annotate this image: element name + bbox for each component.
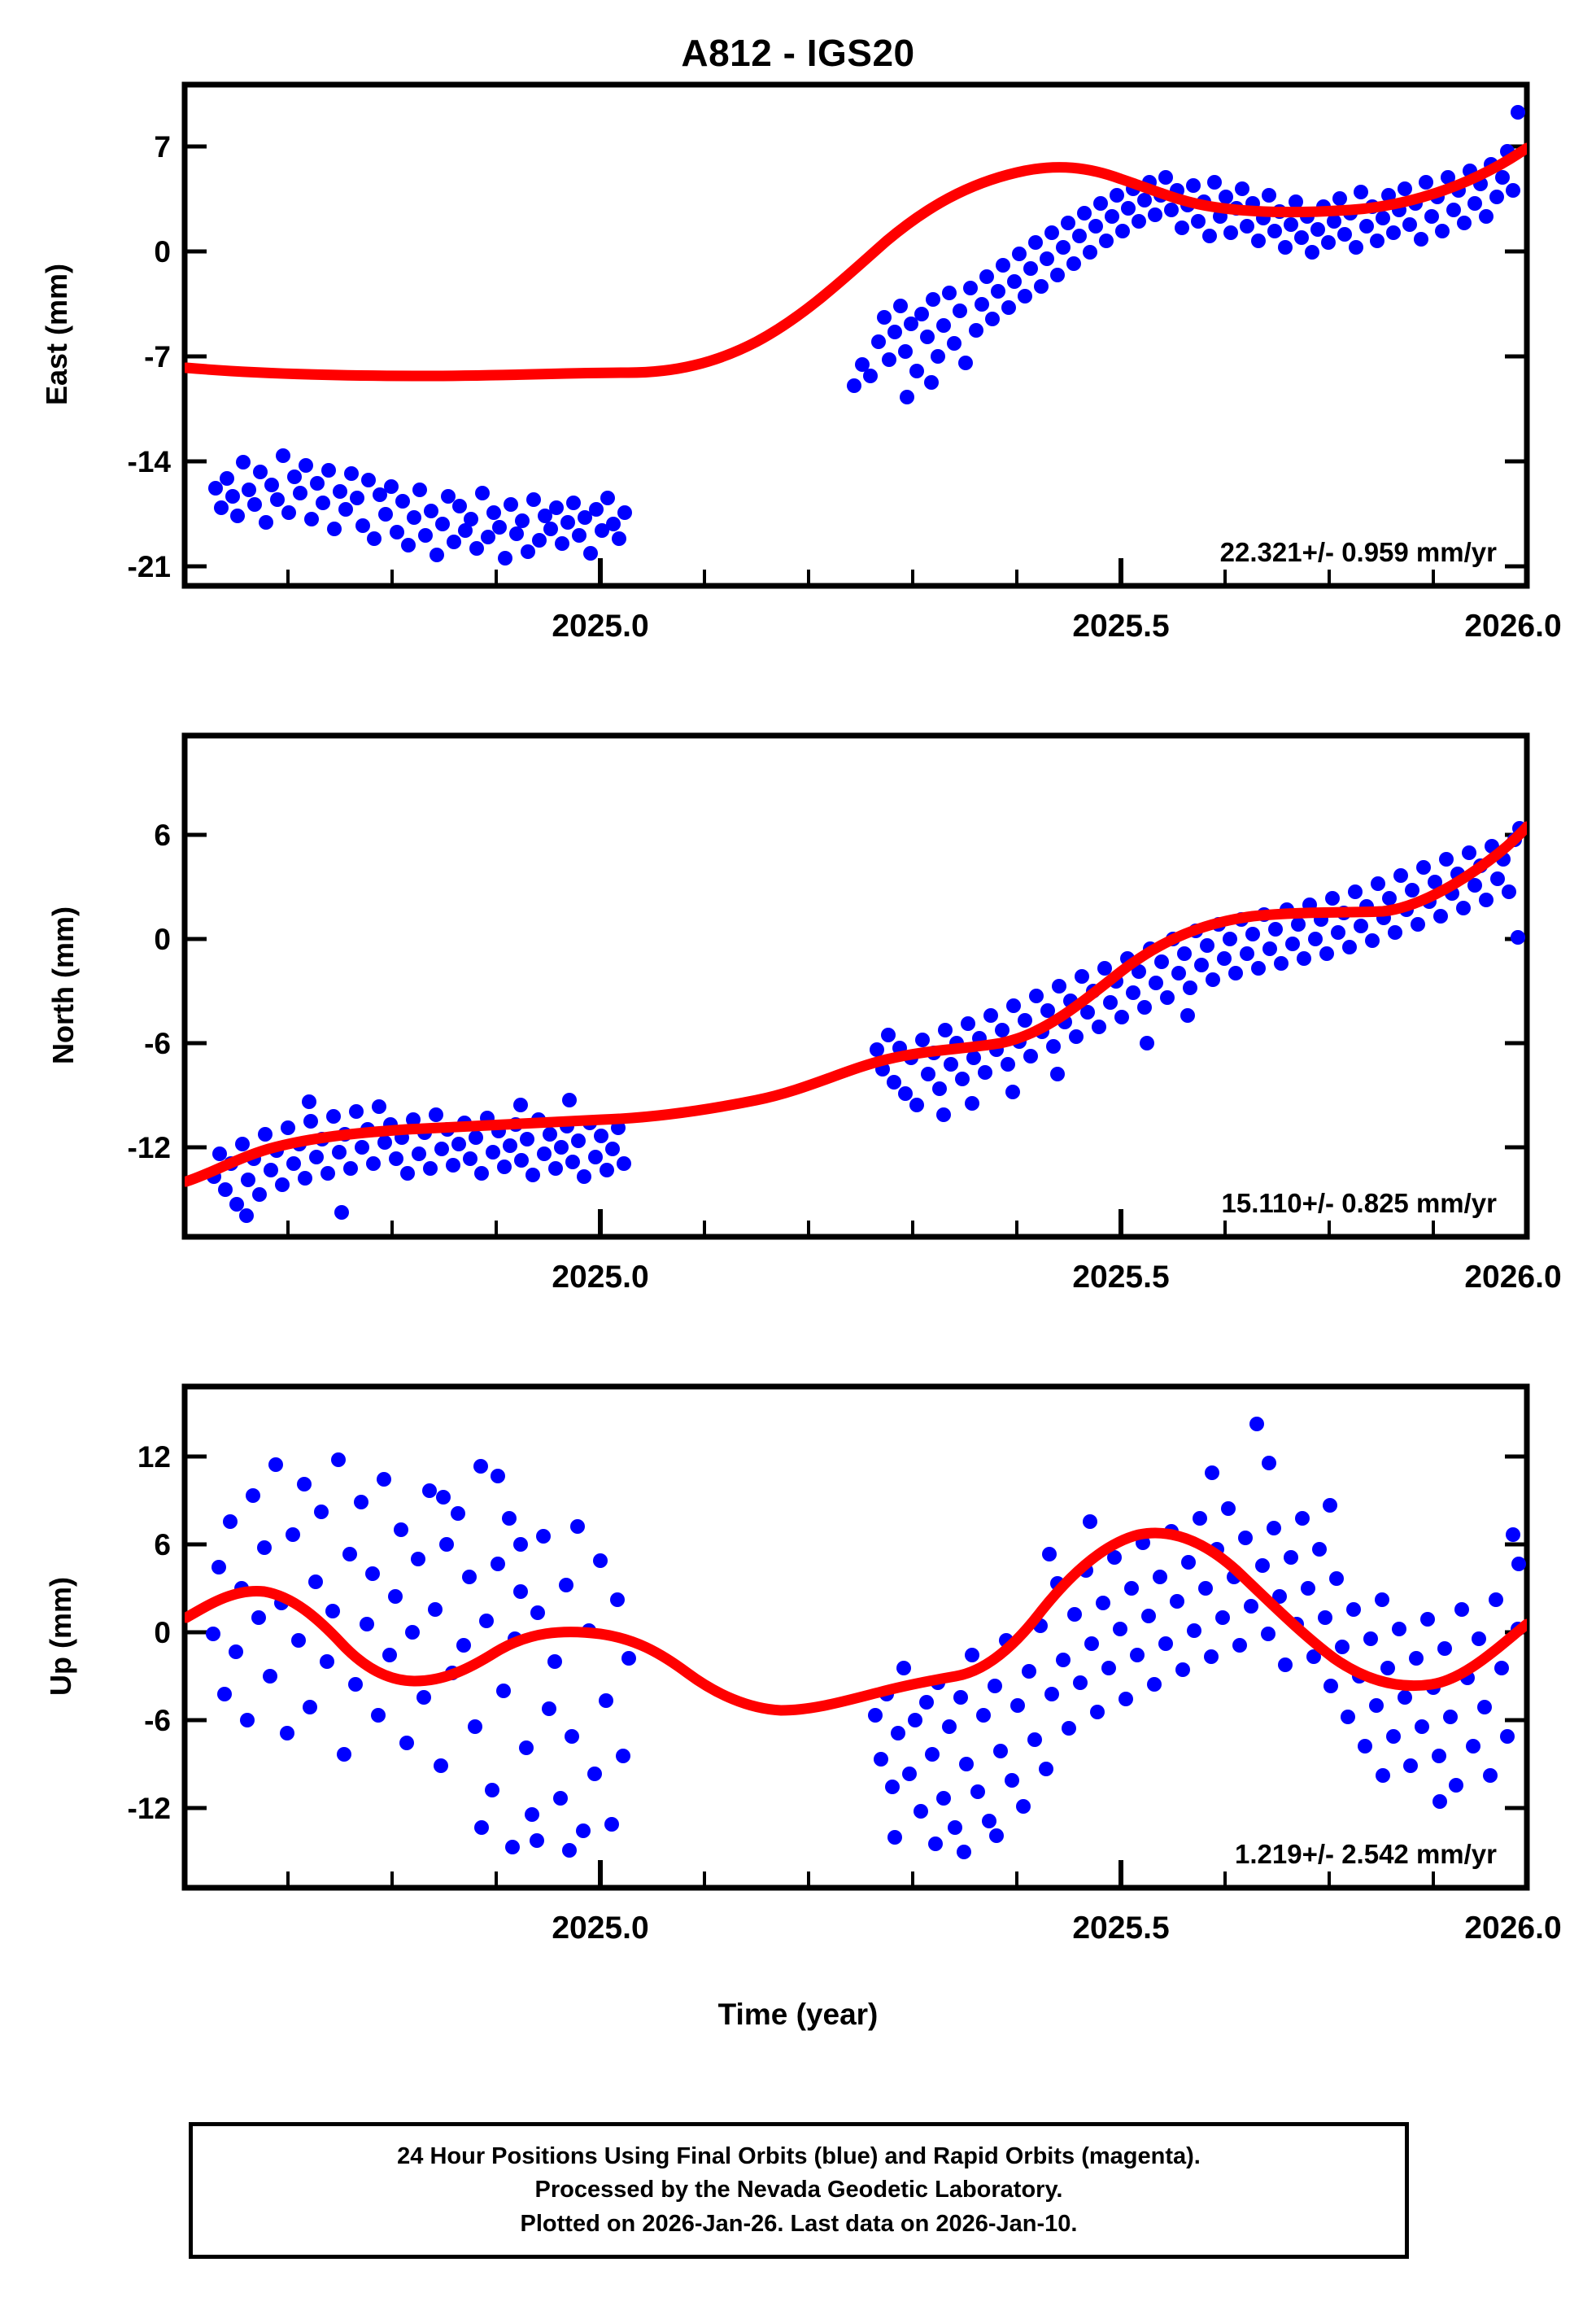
y-tick-label: -14 [128,445,172,478]
y-tick-labels: 12 6 0 -6 -12 [128,1440,171,1825]
footer-line-dates: Plotted on 2026-Jan-26. Last data on 202… [520,2210,1078,2237]
panel-east: 7 0 -7 -14 -21 [0,73,1596,675]
plot-frame [181,732,1530,1240]
y-tick-label: 6 [154,819,171,852]
x-tick-labels: 2025.0 2025.5 2026.0 [552,1911,1561,1946]
page-title: A812 - IGS20 [681,32,915,74]
fit-line-east [185,142,1527,382]
panel-north-svg: 6 0 -6 -12 [0,724,1596,1326]
x-tick-label: 2025.5 [1072,609,1169,644]
x-tick-label: 2025.0 [552,609,648,644]
data-points-up [206,1417,1526,1859]
y-tick-label: -6 [144,1027,171,1060]
x-tick-label: 2026.0 [1464,1260,1561,1295]
fit-line-up [185,1527,1527,1716]
rate-annotation: 1.219+/- 2.542 mm/yr [1235,1839,1497,1869]
y-tick-label: 12 [137,1440,171,1474]
x-tick-label: 2026.0 [1464,1911,1561,1946]
x-minor-tick-marks [286,570,1435,586]
y-tick-label: 7 [154,130,171,164]
footer-line-processor: Processed by the Nevada Geodetic Laborat… [534,2177,1063,2203]
x-tick-label: 2025.0 [552,1911,648,1946]
y-tick-label: -12 [128,1131,171,1164]
y-axis-label-north: North (mm) [46,906,80,1064]
x-tick-label: 2025.0 [552,1260,648,1295]
data-layer [185,821,1527,1223]
plot-frame [181,81,1530,589]
y-tick-labels: 7 0 -7 -14 -21 [128,130,172,583]
x-minor-tick-marks [286,1221,1435,1237]
x-major-tick-marks [598,1209,1529,1237]
y-tick-label: -6 [144,1704,171,1737]
panel-east-svg: 7 0 -7 -14 -21 [0,73,1596,675]
x-tick-label: 2025.5 [1072,1260,1169,1295]
panel-up: 12 6 0 -6 -12 [0,1375,1596,1977]
y-tick-label: 0 [154,923,171,956]
y-axis-label-up: Up (mm) [44,1577,77,1696]
fit-line-north [185,821,1527,1187]
data-layer [185,105,1527,566]
y-tick-label: -21 [128,550,171,583]
y-tick-labels: 6 0 -6 -12 [128,819,171,1164]
x-major-tick-marks [598,558,1529,586]
data-points-east [208,105,1525,566]
footer-legend-box: 24 Hour Positions Using Final Orbits (bl… [189,2122,1409,2259]
y-tick-label: 0 [154,1616,171,1649]
x-axis-label: Time (year) [717,1998,879,2031]
y-tick-label: -12 [128,1792,171,1825]
x-tick-labels: 2025.0 2025.5 2026.0 [552,609,1561,644]
x-minor-tick-marks [286,1871,1435,1888]
data-layer [185,1417,1527,1859]
plot-frame [181,1383,1530,1891]
y-tick-label: -7 [144,340,171,373]
rate-annotation: 15.110+/- 0.825 mm/yr [1221,1188,1497,1218]
rate-annotation: 22.321+/- 0.959 mm/yr [1220,537,1497,567]
y-tick-label: 0 [154,235,171,269]
x-tick-labels: 2025.0 2025.5 2026.0 [552,1260,1561,1295]
panel-north: 6 0 -6 -12 [0,724,1596,1326]
y-tick-marks [185,1454,1527,1810]
x-major-tick-marks [598,1860,1529,1888]
y-tick-label: 6 [154,1528,171,1561]
x-tick-label: 2025.5 [1072,1911,1169,1946]
panel-up-svg: 12 6 0 -6 -12 [0,1375,1596,1977]
y-axis-label-east: East (mm) [40,263,73,406]
x-tick-label: 2026.0 [1464,609,1561,644]
footer-line-orbits: 24 Hour Positions Using Final Orbits (bl… [397,2143,1201,2170]
